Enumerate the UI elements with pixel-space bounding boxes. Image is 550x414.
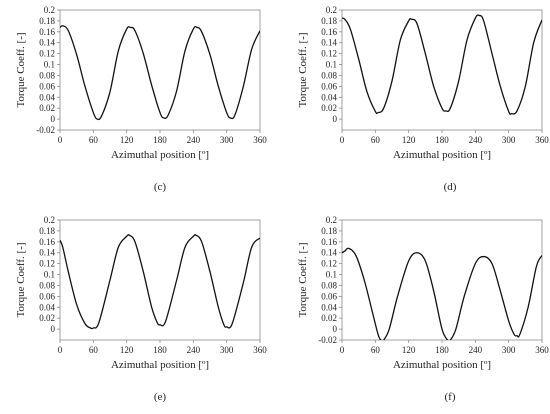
x-tick-label: 120 [402, 135, 416, 145]
y-tick-label: 0.06 [39, 291, 55, 301]
chart-panel-1: -0.0200.020.040.060.080.10.120.140.160.1… [15, 5, 267, 193]
x-tick-label: 120 [120, 135, 134, 145]
plot-frame [59, 219, 261, 341]
y-axis-label: Torque Coeff. [-] [297, 242, 309, 317]
x-tick-label: 240 [469, 345, 483, 355]
x-tick-label: 0 [340, 345, 345, 355]
y-tick-label: 0.2 [326, 5, 337, 15]
y-tick-label: 0.02 [39, 103, 55, 113]
y-tick-label: 0.18 [39, 16, 55, 26]
y-tick-label: 0.1 [326, 60, 337, 70]
x-axis-label: Azimuthal position [º] [111, 359, 209, 371]
panel-label: (d) [444, 181, 457, 193]
x-tick-label: 300 [220, 345, 234, 355]
y-tick-label: 0.1 [44, 60, 55, 70]
x-tick-label: 60 [89, 135, 99, 145]
y-tick-label: 0.06 [39, 81, 55, 91]
y-tick-label: 0 [51, 324, 56, 334]
x-tick-label: 360 [535, 135, 549, 145]
y-tick-label: 0.14 [321, 248, 337, 258]
x-tick-label: 300 [220, 135, 234, 145]
x-axis-label: Azimuthal position [º] [393, 149, 491, 161]
y-tick-label: 0.14 [321, 38, 337, 48]
y-tick-label: 0.1 [44, 270, 55, 280]
y-tick-label: 0.02 [321, 103, 337, 113]
y-axis-label: Torque Coeff. [-] [15, 32, 27, 107]
x-tick-label: 180 [435, 345, 449, 355]
y-tick-label: 0.14 [39, 38, 55, 48]
y-tick-label: 0.06 [321, 81, 337, 91]
y-tick-label: 0.08 [39, 70, 55, 80]
y-tick-label: 0.04 [321, 92, 337, 102]
x-tick-label: 180 [435, 135, 449, 145]
y-tick-label: 0.12 [39, 259, 55, 269]
y-axis-label: Torque Coeff. [-] [15, 242, 27, 317]
y-tick-label: 0.16 [39, 27, 55, 37]
series-line-1 [60, 25, 260, 121]
chart-panel-3: 00.020.040.060.080.10.120.140.160.180.20… [15, 215, 267, 403]
y-tick-label: 0.04 [39, 92, 55, 102]
x-tick-label: 300 [502, 345, 516, 355]
y-tick-label: 0.16 [321, 27, 337, 37]
panel-label: (c) [154, 181, 167, 193]
y-tick-label: 0.18 [321, 16, 337, 26]
plot-frame [341, 219, 543, 341]
series-line-1 [342, 247, 542, 340]
y-tick-label: 0.08 [39, 280, 55, 290]
x-tick-label: 60 [371, 135, 381, 145]
y-tick-label: 0 [333, 324, 338, 334]
y-tick-label: -0.02 [318, 335, 337, 345]
y-tick-label: 0.14 [39, 248, 55, 258]
y-tick-label: 0 [333, 114, 338, 124]
x-tick-label: 60 [89, 345, 99, 355]
y-axis-label: Torque Coeff. [-] [297, 32, 309, 107]
series-line-1 [60, 234, 260, 330]
y-tick-label: 0.04 [39, 302, 55, 312]
plot-frame [341, 9, 543, 131]
y-tick-label: 0.08 [321, 70, 337, 80]
y-tick-label: 0.2 [44, 215, 55, 225]
y-tick-label: 0 [51, 114, 56, 124]
x-tick-label: 0 [340, 135, 345, 145]
y-tick-label: 0.02 [321, 313, 337, 323]
x-axis-label: Azimuthal position [º] [111, 149, 209, 161]
panel-label: (e) [154, 391, 167, 403]
y-tick-label: -0.02 [36, 125, 55, 135]
y-tick-label: 0.2 [326, 215, 337, 225]
y-tick-label: 0.18 [321, 226, 337, 236]
series-line-1 [342, 14, 542, 115]
y-tick-label: 0.12 [321, 49, 337, 59]
panel-label: (f) [445, 391, 456, 403]
x-tick-label: 360 [535, 345, 549, 355]
x-tick-label: 180 [153, 345, 167, 355]
chart-panel-4: -0.0200.020.040.060.080.10.120.140.160.1… [297, 215, 549, 403]
y-tick-label: 0.16 [321, 237, 337, 247]
y-tick-label: 0.04 [321, 302, 337, 312]
x-tick-label: 120 [120, 345, 134, 355]
chart-panel-2: 00.020.040.060.080.10.120.140.160.180.20… [297, 5, 549, 193]
y-tick-label: 0.02 [39, 313, 55, 323]
x-tick-label: 180 [153, 135, 167, 145]
y-tick-label: 0.12 [39, 49, 55, 59]
x-tick-label: 0 [58, 135, 63, 145]
x-tick-label: 240 [187, 345, 201, 355]
x-axis-label: Azimuthal position [º] [393, 359, 491, 371]
y-tick-label: 0.08 [321, 280, 337, 290]
y-tick-label: 0.2 [44, 5, 55, 15]
y-tick-label: 0.06 [321, 291, 337, 301]
x-tick-label: 0 [58, 345, 63, 355]
y-tick-label: 0.1 [326, 270, 337, 280]
x-tick-label: 360 [253, 135, 267, 145]
x-tick-label: 360 [253, 345, 267, 355]
y-tick-label: 0.12 [321, 259, 337, 269]
x-tick-label: 120 [402, 345, 416, 355]
x-tick-label: 300 [502, 135, 516, 145]
y-tick-label: 0.18 [39, 226, 55, 236]
x-tick-label: 60 [371, 345, 381, 355]
x-tick-label: 240 [469, 135, 483, 145]
x-tick-label: 240 [187, 135, 201, 145]
y-tick-label: 0.16 [39, 237, 55, 247]
